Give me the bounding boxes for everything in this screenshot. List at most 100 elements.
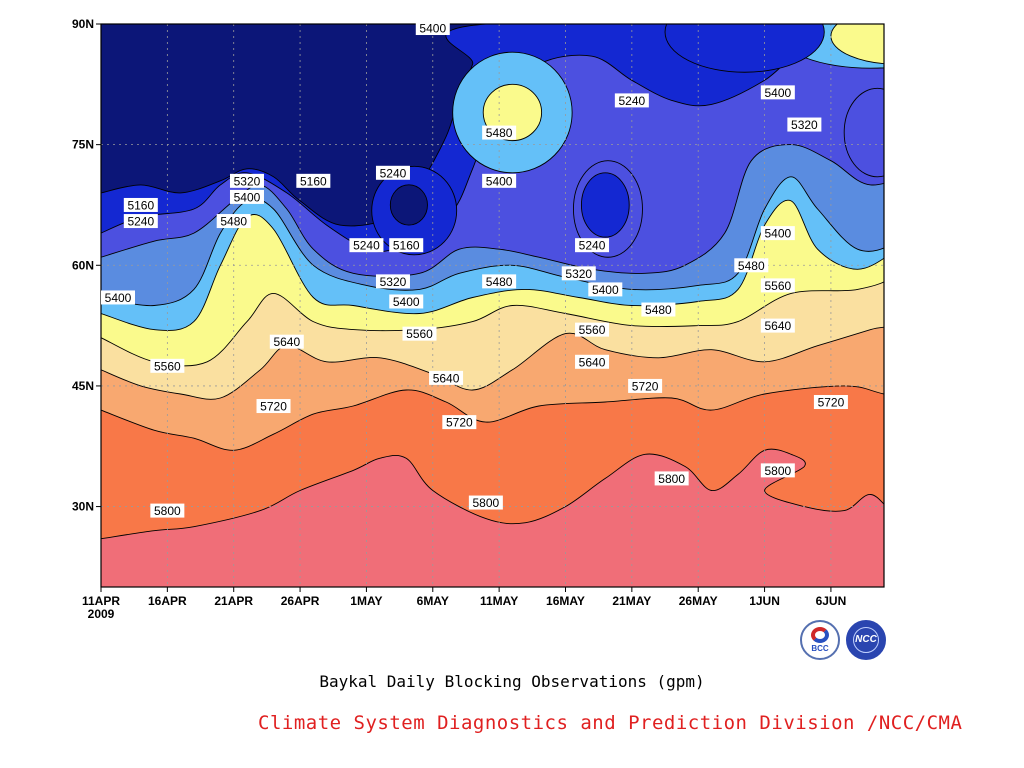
x-tick-label: 6JUN [816,594,847,608]
contour-label-box [415,21,450,36]
contour-line-5560 [101,281,884,367]
contour-label-box [482,125,517,140]
contour-label: 5240 [575,238,610,253]
contour-label: 5320 [229,173,264,188]
x-tick-label: 6MAY [417,594,449,608]
contour-label: 5160 [296,173,331,188]
contour-label-box [641,302,676,317]
contour-label-text: 5240 [127,215,154,229]
contour-label: 5480 [482,125,517,140]
contour-label-box [561,266,596,281]
contour-label-box [123,214,158,229]
contour-label-text: 5800 [473,496,500,510]
globe-icon [853,627,879,653]
contour-label-box [787,117,822,132]
bcc-swirl-icon [811,627,829,643]
contour-label: 5560 [760,278,795,293]
contour-label-box [402,326,437,341]
contour-label-text: 5800 [764,464,791,478]
contour-label-box [575,238,610,253]
contour-label-text: 5480 [486,275,513,289]
contour-label: 5480 [734,258,769,273]
contour-line-5240 [101,39,884,253]
contour-label-text: 5320 [234,174,261,188]
contour-label-text: 5640 [764,319,791,333]
contour-label-box [123,197,158,212]
contour-label-text: 5240 [380,166,407,180]
contour-label: 5160 [389,238,424,253]
contour-label: 5560 [402,326,437,341]
x-tick-label: 21APR [214,594,253,608]
closed-contour-5160 [580,172,630,238]
contour-label-text: 5720 [818,396,845,410]
contour-label-text: 5800 [154,504,181,518]
contour-bands [101,24,884,587]
contour-label: 5400 [101,290,135,305]
contour-label: 5480 [216,214,251,229]
contour-label-box [482,274,517,289]
contour-label-box [468,495,503,510]
contour-label-box [349,238,384,253]
plot-frame [100,23,885,588]
contour-label-box [442,415,477,430]
contour-label-text: 5160 [300,174,327,188]
grid-lines [101,24,884,587]
contour-label-box [813,395,848,410]
contour-label-box [654,471,689,486]
contour-label-box [216,214,251,229]
x-tick-label: 21MAY [612,594,651,608]
contour-label: 5160 [123,197,158,212]
contour-label: 5320 [561,266,596,281]
contour-label: 5400 [229,189,264,204]
contour-label-box [429,370,464,385]
contour-label: 5480 [482,274,517,289]
bcc-logo-icon: BCC [800,620,840,660]
contour-label-text: 5400 [592,283,619,297]
contour-label: 5400 [389,294,424,309]
ncc-globe-icon: NCC [846,620,886,660]
contour-line-5480 [101,199,884,331]
contour-label: 5560 [150,358,185,373]
closed-contour-lt5160 [389,184,428,226]
contour-label-text: 5480 [486,126,513,140]
contour-label: 5240 [614,93,649,108]
contour-label-box [628,378,663,393]
contour-label-box [150,358,185,373]
contour-line-5800 [101,448,884,540]
contour-label-text: 5720 [446,416,473,430]
contour-label-text: 5560 [579,323,606,337]
contour-label-box [296,173,331,188]
y-tick-label: 90N [72,17,94,31]
contour-label: 5640 [575,354,610,369]
contour-label-box [734,258,769,273]
contour-label: 5400 [415,21,450,36]
x-tick-label: 16MAY [546,594,585,608]
contour-label: 5720 [628,378,663,393]
contour-label-text: 5800 [658,472,685,486]
y-tick-label: 45N [72,379,94,393]
contour-label-box [389,238,424,253]
contour-label-text: 5320 [380,275,407,289]
contour-label-box [760,226,795,241]
contour-label-box [229,173,264,188]
contour-line-5640 [101,326,884,400]
contour-label-box [588,282,623,297]
contour-label-box [482,173,517,188]
contour-label: 5640 [269,334,304,349]
x-tick-label: 26APR [281,594,320,608]
contour-label-text: 5560 [764,279,791,293]
contour-label-text: 5320 [791,118,818,132]
x-tick-label: 11MAY [480,594,518,608]
contour-label: 5800 [468,495,503,510]
contour-label-box [760,463,795,478]
contour-label: 5400 [760,226,795,241]
contour-label-text: 5160 [393,239,420,253]
contour-label-box [389,294,424,309]
contour-label: 5240 [349,238,384,253]
contour-label-text: 5400 [105,291,132,305]
contour-label-text: 5480 [738,259,765,273]
y-tick-label: 30N [72,500,94,514]
bcc-logo-text: BCC [811,644,829,653]
